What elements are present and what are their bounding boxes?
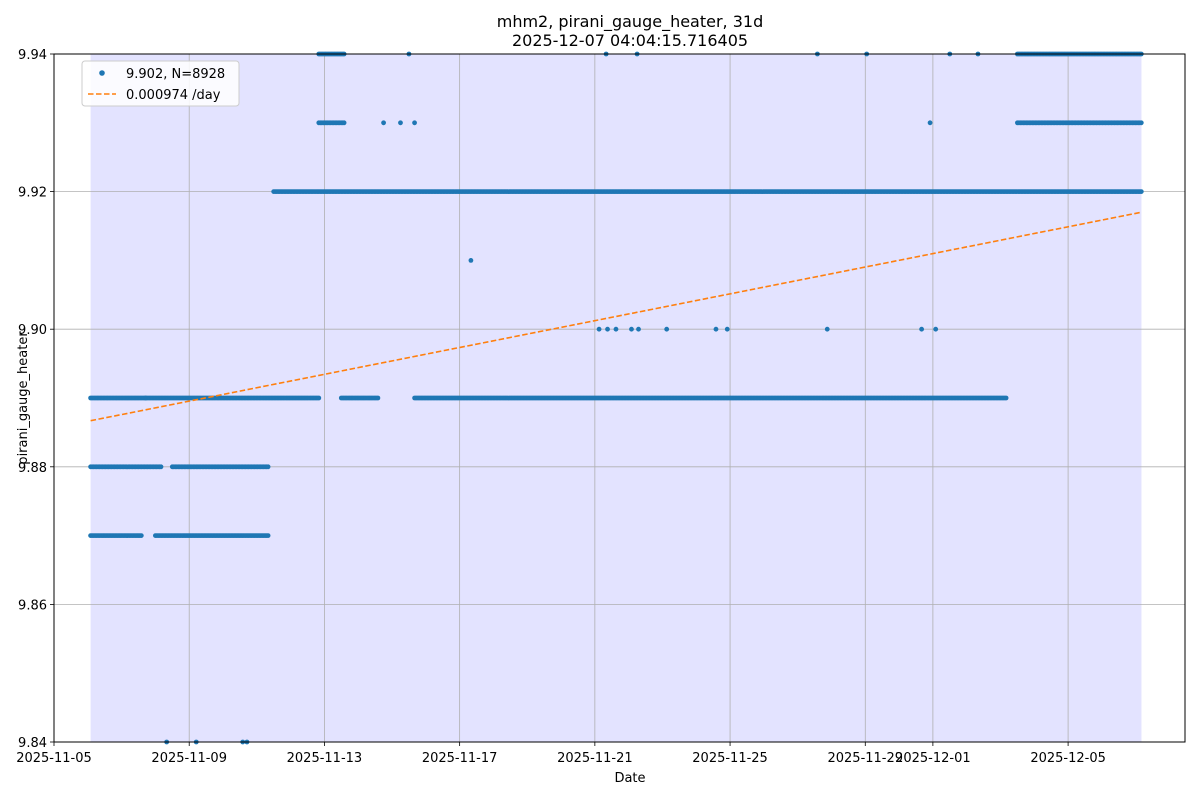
data-point [398,120,403,126]
data-point [636,326,641,332]
y-tick-label: 9.92 [18,186,47,201]
data-point [713,326,719,332]
chart-title: mhm2, pirani_gauge_heater, 31d [497,12,764,32]
data-point [824,326,830,332]
data-point [613,326,619,332]
data-point [341,120,347,126]
data-point [316,395,322,401]
y-tick-label: 9.90 [18,323,47,338]
chart-subtitle: 2025-12-07 04:04:15.716405 [512,31,748,50]
x-tick-label: 2025-11-29 [827,751,903,766]
data-point [605,326,610,332]
x-tick-label: 2025-12-05 [1030,751,1106,766]
legend-marker-points [99,70,105,76]
data-point [919,326,925,332]
x-tick-label: 2025-11-09 [151,751,227,766]
legend-label-trend: 0.000974 /day [126,88,221,103]
data-point [412,120,417,126]
data-point [933,326,939,332]
data-point [265,533,271,538]
data-point [629,326,634,332]
trend-line [90,211,1142,422]
plot-frame [53,53,1186,743]
data-point [381,120,386,126]
data-point [927,120,933,126]
x-tick-label: 2025-11-21 [557,751,633,766]
data-point [468,258,474,263]
data-point [375,395,381,401]
legend-frame [81,60,240,107]
x-tick-label: 2025-11-25 [692,751,768,766]
data-point [724,326,730,332]
x-tick-label: 2025-11-13 [287,751,363,766]
data-point [265,464,271,470]
y-axis-label: pirani_gauge_heater [16,331,31,465]
x-tick-label: 2025-11-17 [422,751,498,766]
data-point [596,326,602,332]
y-tick-label: 9.86 [18,598,47,613]
x-axis-label: Date [614,771,645,786]
data-point [158,464,164,470]
data-point [1138,189,1144,195]
x-tick-label: 2025-11-05 [16,751,92,766]
legend: 9.902, N=8928 0.000974 /day [81,60,240,107]
data-point [1138,120,1144,126]
y-tick-label: 9.88 [18,461,47,476]
y-tick-label: 9.84 [18,736,47,751]
y-tick-label: 9.94 [18,48,47,63]
data-point [138,533,144,538]
data-point [1003,395,1009,401]
legend-label-points: 9.902, N=8928 [126,67,225,82]
data-point [664,326,670,332]
x-tick-label: 2025-12-01 [895,751,971,766]
